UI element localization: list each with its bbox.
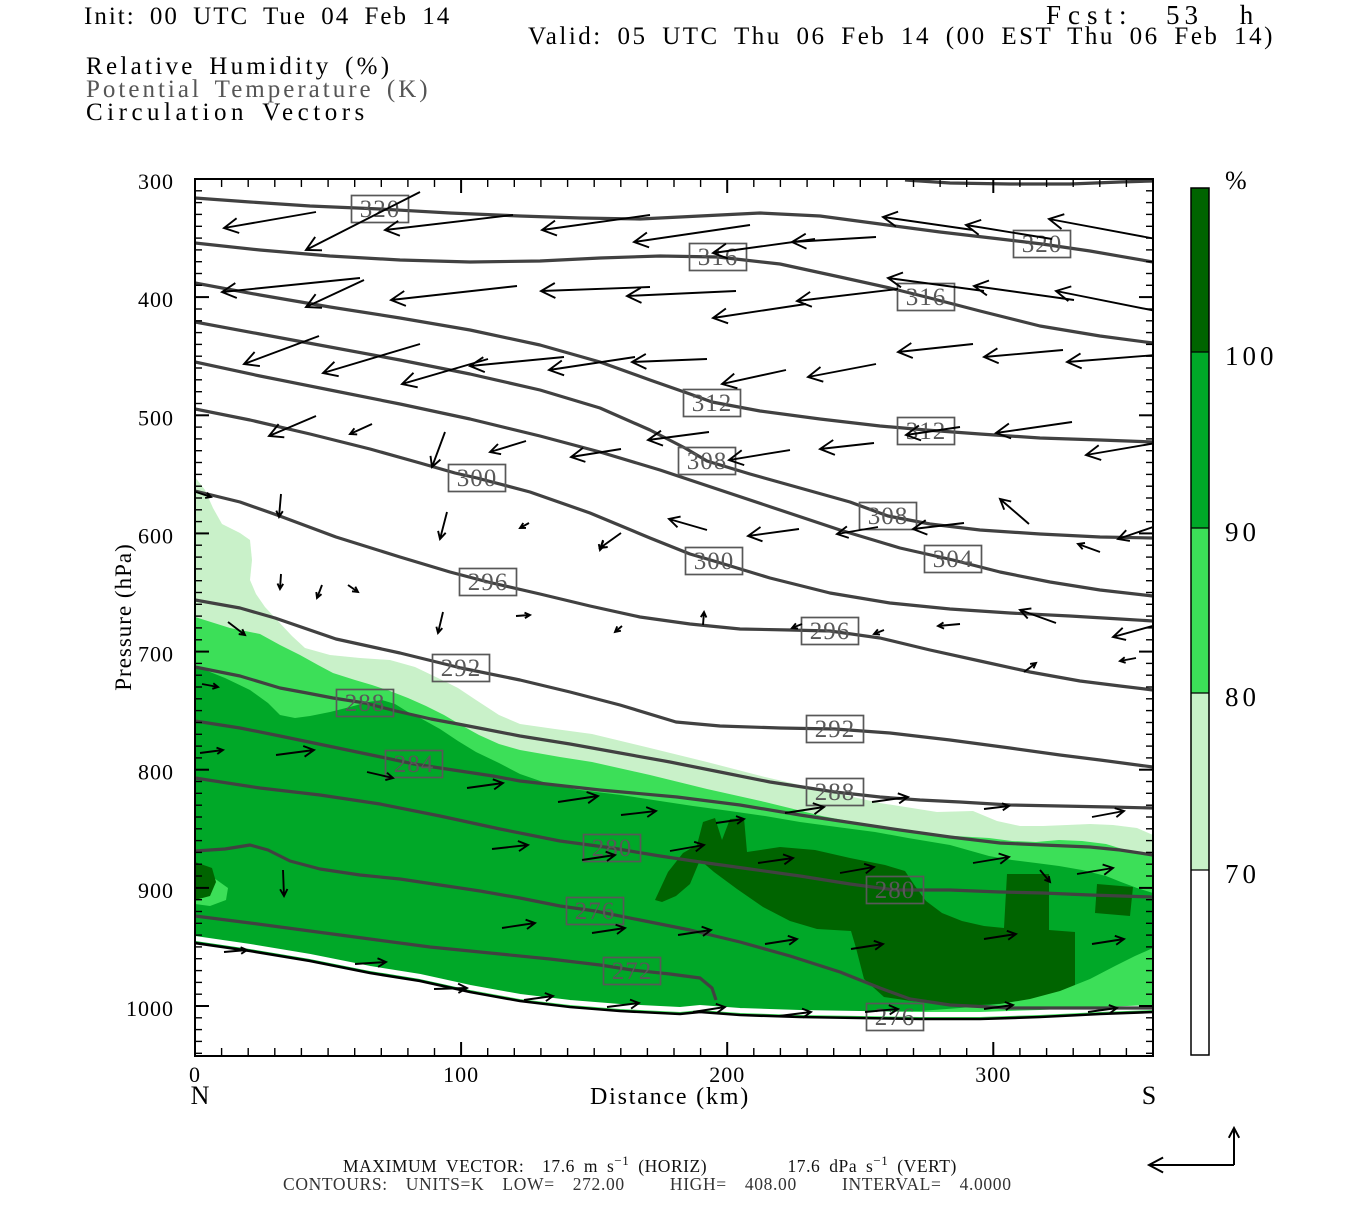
svg-text:280: 280 — [875, 877, 916, 904]
svg-text:316: 316 — [906, 284, 947, 311]
svg-text:300: 300 — [975, 1062, 1011, 1087]
svg-text:0: 0 — [189, 1062, 201, 1087]
svg-text:304: 304 — [933, 546, 974, 573]
svg-text:284: 284 — [394, 751, 435, 778]
svg-text:276: 276 — [575, 898, 616, 925]
svg-text:292: 292 — [815, 716, 856, 743]
svg-text:CONTOURS: UNITS=K LOW= 272.: CONTOURS: UNITS=K LOW= 272.00 HIGH= 408.… — [283, 1174, 1012, 1194]
svg-text:308: 308 — [868, 503, 909, 530]
svg-text:500: 500 — [138, 405, 174, 430]
svg-text:Fcst:: Fcst: — [1046, 0, 1134, 30]
svg-text:N: N — [191, 1081, 210, 1110]
svg-text:292: 292 — [441, 655, 482, 682]
svg-text:200: 200 — [709, 1062, 745, 1087]
svg-text:S: S — [1142, 1081, 1156, 1110]
svg-text:80: 80 — [1225, 682, 1260, 712]
svg-text:70: 70 — [1225, 859, 1260, 889]
svg-text:296: 296 — [468, 569, 509, 596]
svg-text:Circulation Vectors: Circulation Vectors — [86, 99, 369, 126]
svg-text:296: 296 — [810, 618, 851, 645]
svg-text:MAXIMUM VECTOR: 17.6 m s−1 (H: MAXIMUM VECTOR: 17.6 m s−1 (HORIZ) 17.6 … — [343, 1153, 957, 1176]
svg-text:400: 400 — [138, 287, 174, 312]
svg-text:272: 272 — [612, 958, 653, 985]
svg-text:Distance (km): Distance (km) — [590, 1084, 750, 1110]
svg-text:90: 90 — [1225, 517, 1260, 547]
svg-text:100: 100 — [443, 1062, 479, 1087]
svg-text:53 h: 53 h — [1166, 0, 1258, 30]
svg-text:1000: 1000 — [126, 996, 174, 1021]
svg-text:300: 300 — [138, 169, 174, 194]
svg-text:316: 316 — [698, 244, 739, 271]
svg-text:312: 312 — [692, 390, 733, 417]
svg-text:308: 308 — [687, 448, 728, 475]
svg-text:800: 800 — [138, 760, 174, 785]
svg-text:%: % — [1225, 166, 1247, 195]
svg-text:288: 288 — [815, 779, 856, 806]
svg-text:Relative Humidity (%): Relative Humidity (%) — [86, 53, 392, 80]
svg-text:600: 600 — [138, 523, 174, 548]
svg-text:Valid: 05 UTC Thu 06 Feb 14 (0: Valid: 05 UTC Thu 06 Feb 14 (00 EST Thu … — [528, 23, 1275, 50]
svg-text:300: 300 — [457, 465, 498, 492]
svg-text:300: 300 — [694, 548, 735, 575]
svg-text:100: 100 — [1225, 341, 1278, 371]
svg-text:700: 700 — [138, 642, 174, 667]
svg-text:Potential Temperature (K): Potential Temperature (K) — [86, 76, 431, 103]
svg-text:288: 288 — [345, 690, 386, 717]
svg-text:900: 900 — [138, 878, 174, 903]
svg-text:Init: 00 UTC Tue 04 Feb 14: Init: 00 UTC Tue 04 Feb 14 — [84, 3, 451, 30]
svg-text:Pressure (hPa): Pressure (hPa) — [111, 543, 136, 691]
